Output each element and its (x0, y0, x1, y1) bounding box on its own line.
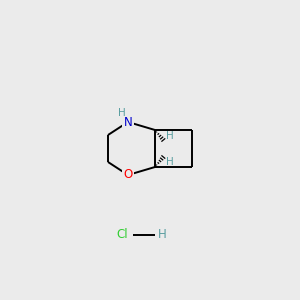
Text: H: H (118, 108, 126, 118)
Text: Cl: Cl (116, 229, 128, 242)
Text: H: H (166, 131, 174, 141)
Text: H: H (158, 229, 166, 242)
Text: H: H (166, 157, 174, 167)
Text: O: O (123, 169, 133, 182)
Text: N: N (124, 116, 132, 128)
